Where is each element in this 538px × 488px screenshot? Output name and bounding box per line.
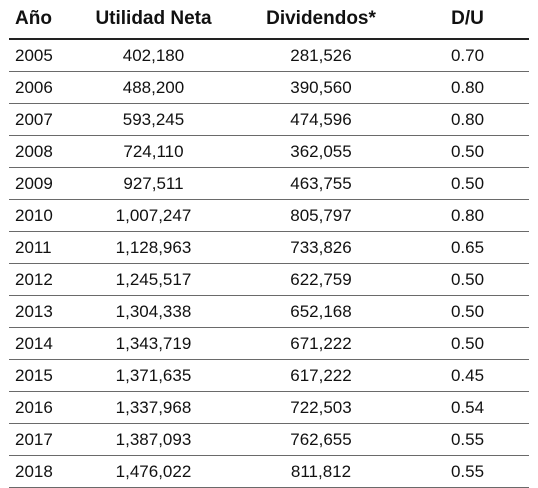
table-row: 2017 1,387,093 762,655 0.55: [9, 424, 529, 456]
cell-payout-ratio: 0.54: [450, 397, 485, 417]
cell-dividends: 722,503: [290, 397, 352, 417]
table-row: 2009 927,511 463,755 0.50: [9, 168, 529, 200]
cell-dividends: 811,812: [290, 461, 352, 481]
cell-net-income: 488,200: [122, 77, 185, 97]
cell-year: 2005: [15, 45, 53, 65]
cell-payout-ratio: 0.55: [450, 461, 485, 481]
cell-year: 2012: [15, 269, 53, 289]
cell-dividends: 463,755: [290, 173, 352, 193]
cell-dividends: 622,759: [290, 269, 352, 289]
cell-net-income: 1,476,022: [115, 461, 192, 481]
cell-payout-ratio: 0.50: [450, 141, 485, 161]
cell-net-income: 1,245,517: [115, 269, 192, 289]
cell-payout-ratio: 0.80: [450, 109, 485, 129]
cell-year: 2006: [15, 77, 53, 97]
cell-year: 2008: [15, 141, 53, 161]
cell-net-income: 402,180: [122, 45, 185, 65]
table-row: 2006 488,200 390,560 0.80: [9, 72, 529, 104]
cell-year: 2018: [15, 461, 53, 481]
cell-net-income: 1,007,247: [115, 205, 192, 225]
cell-dividends: 762,655: [290, 429, 352, 449]
cell-year: 2013: [15, 301, 53, 321]
header-net-income: Utilidad Neta: [95, 8, 212, 29]
cell-net-income: 927,511: [123, 173, 184, 193]
table-row: 2018 1,476,022 811,812 0.55: [9, 456, 529, 488]
cell-payout-ratio: 0.50: [450, 301, 485, 321]
table-row: 2012 1,245,517 622,759 0.50: [9, 264, 529, 296]
table-row: 2007 593,245 474,596 0.80: [9, 104, 529, 136]
header-dividends: Dividendos*: [266, 8, 376, 29]
cell-net-income: 1,304,338: [115, 301, 192, 321]
cell-dividends: 805,797: [290, 205, 352, 225]
cell-payout-ratio: 0.65: [450, 237, 485, 257]
cell-payout-ratio: 0.45: [450, 365, 485, 385]
table-row: 2010 1,007,247 805,797 0.80: [9, 200, 529, 232]
cell-year: 2017: [15, 429, 53, 449]
cell-year: 2010: [15, 205, 53, 225]
cell-payout-ratio: 0.80: [450, 205, 485, 225]
cell-payout-ratio: 0.50: [450, 173, 485, 193]
cell-net-income: 1,343,719: [115, 333, 192, 353]
cell-dividends: 474,596: [290, 109, 352, 129]
cell-year: 2007: [15, 109, 53, 129]
table-row: 2011 1,128,963 733,826 0.65: [9, 232, 529, 264]
cell-payout-ratio: 0.50: [450, 269, 485, 289]
table-row: 2015 1,371,635 617,222 0.45: [9, 360, 529, 392]
cell-net-income: 593,245: [122, 109, 185, 129]
cell-net-income: 1,128,963: [115, 237, 192, 257]
cell-dividends: 390,560: [290, 77, 352, 97]
cell-year: 2014: [15, 333, 53, 353]
cell-payout-ratio: 0.80: [450, 77, 485, 97]
cell-payout-ratio: 0.55: [450, 429, 485, 449]
table-row: 2005 402,180 281,526 0.70: [9, 40, 529, 72]
header-payout-ratio: D/U: [451, 8, 484, 29]
table-row: 2016 1,337,968 722,503 0.54: [9, 392, 529, 424]
table-row: 2013 1,304,338 652,168 0.50: [9, 296, 529, 328]
cell-payout-ratio: 0.70: [450, 45, 485, 65]
header-year: Año: [15, 8, 52, 29]
table-row: 2014 1,343,719 671,222 0.50: [9, 328, 529, 360]
table-row: 2008 724,110 362,055 0.50: [9, 136, 529, 168]
cell-dividends: 281,526: [290, 45, 352, 65]
cell-dividends: 652,168: [290, 301, 352, 321]
cell-year: 2011: [15, 237, 52, 257]
cell-net-income: 1,387,093: [115, 429, 192, 449]
table-header-row: Año Utilidad Neta Dividendos* D/U: [9, 0, 529, 40]
cell-year: 2009: [15, 173, 53, 193]
cell-year: 2016: [15, 397, 53, 417]
cell-dividends: 671,222: [290, 333, 352, 353]
cell-payout-ratio: 0.50: [450, 333, 485, 353]
table-body: 2005 402,180 281,526 0.70 2006 488,200 390,560…: [9, 40, 529, 488]
cell-dividends: 733,826: [290, 237, 352, 257]
cell-net-income: 724,110: [123, 141, 184, 161]
data-table: Año Utilidad Neta Dividendos* D/U 2005 40…: [9, 0, 529, 488]
cell-net-income: 1,371,635: [115, 365, 192, 385]
cell-net-income: 1,337,968: [115, 397, 192, 417]
cell-dividends: 362,055: [290, 141, 352, 161]
cell-dividends: 617,222: [290, 365, 352, 385]
cell-year: 2015: [15, 365, 53, 385]
